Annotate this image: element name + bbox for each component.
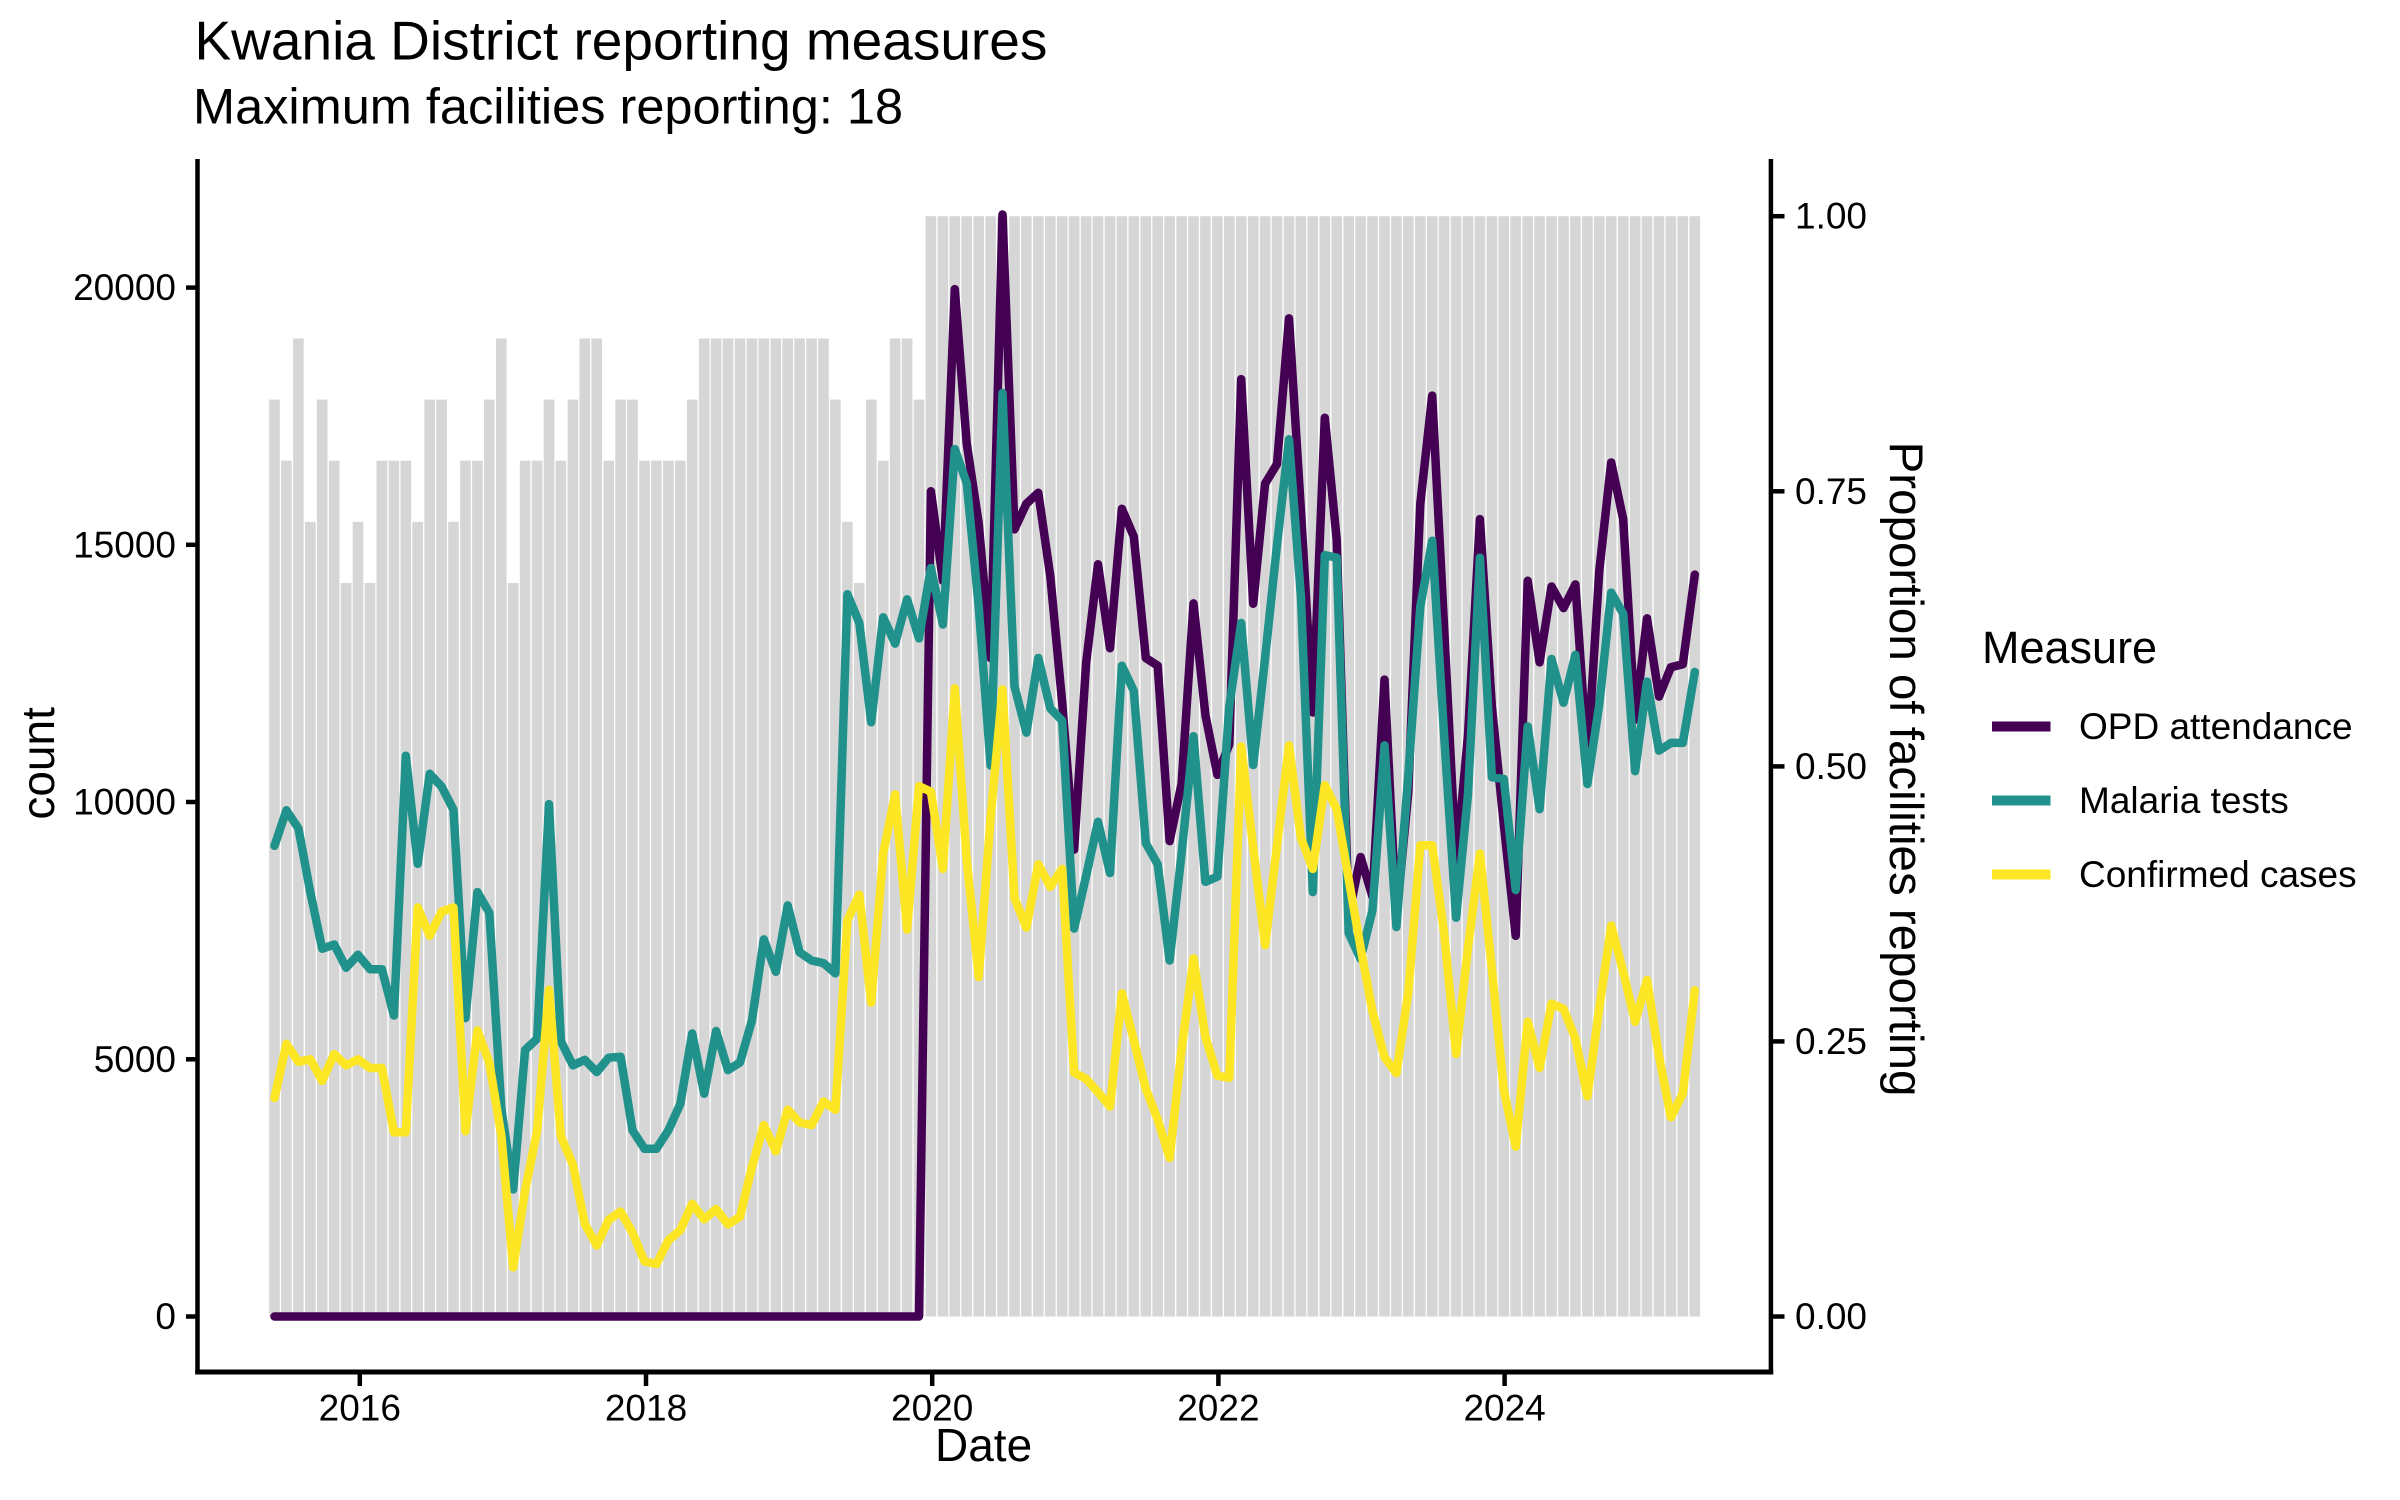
svg-text:0.50: 0.50 — [1795, 746, 1867, 787]
svg-text:Confirmed cases: Confirmed cases — [2079, 854, 2357, 895]
svg-text:0: 0 — [155, 1296, 176, 1337]
svg-text:2020: 2020 — [891, 1388, 973, 1429]
svg-text:2016: 2016 — [319, 1388, 401, 1429]
svg-text:OPD attendance: OPD attendance — [2079, 706, 2353, 747]
svg-text:Date: Date — [935, 1419, 1032, 1471]
svg-text:Proportion of facilities repor: Proportion of facilities reporting — [1879, 442, 1932, 1097]
svg-text:Measure: Measure — [1982, 622, 2157, 673]
svg-text:2024: 2024 — [1463, 1388, 1545, 1429]
svg-text:5000: 5000 — [94, 1039, 176, 1080]
svg-text:2018: 2018 — [605, 1388, 687, 1429]
svg-text:count: count — [12, 707, 64, 820]
svg-text:10000: 10000 — [73, 782, 176, 823]
svg-text:20000: 20000 — [73, 267, 176, 308]
svg-text:Maximum facilities reporting:: Maximum facilities reporting: 18 — [193, 78, 903, 135]
svg-text:Malaria tests: Malaria tests — [2079, 780, 2289, 821]
svg-text:15000: 15000 — [73, 524, 176, 565]
svg-text:Kwania District reporting meas: Kwania District reporting measures — [195, 10, 1048, 72]
svg-text:0.25: 0.25 — [1795, 1021, 1867, 1062]
svg-text:0.00: 0.00 — [1795, 1296, 1867, 1337]
svg-text:1.00: 1.00 — [1795, 196, 1867, 237]
svg-text:0.75: 0.75 — [1795, 471, 1867, 512]
svg-text:2022: 2022 — [1177, 1388, 1259, 1429]
